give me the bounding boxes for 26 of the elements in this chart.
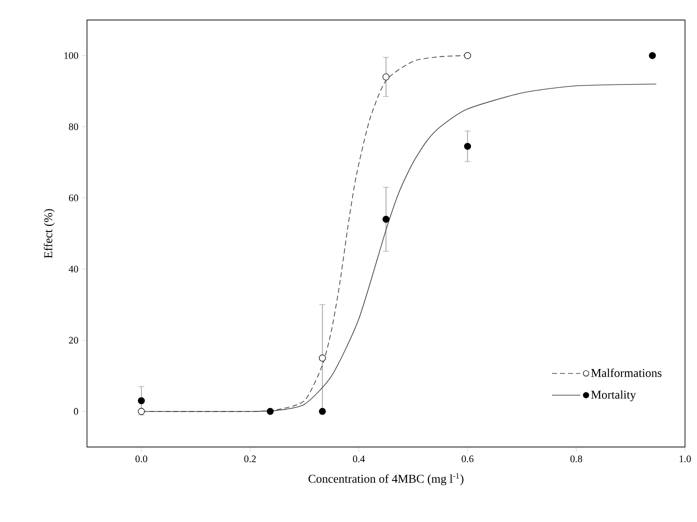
legend-label: Malformations (591, 368, 662, 377)
y-tick-label: 40 (68, 266, 78, 272)
x-tick-label: 0.4 (352, 456, 365, 462)
point (648, 52, 656, 60)
point (266, 408, 274, 415)
legend-label: Mortality (591, 390, 636, 402)
y-tick-label: 80 (68, 123, 78, 130)
y-tick-label: 20 (68, 336, 78, 344)
y-tick-label: 100 (64, 52, 78, 59)
y-axis-title: Effect (%) (44, 209, 55, 258)
point (382, 73, 390, 80)
y-tick-label: 60 (68, 194, 78, 202)
x-tick-label: 0.8 (570, 456, 582, 462)
point (464, 142, 472, 150)
x-tick-label: 0.2 (244, 456, 256, 462)
point (318, 408, 326, 415)
point (382, 216, 390, 223)
point (138, 408, 145, 415)
x-tick-label: 1.0 (680, 456, 691, 462)
point (318, 354, 326, 362)
x-tick-label: 0.0 (136, 456, 148, 462)
x-axis-title: Concentration of 4MBC (mg l$^{-1}$) (308, 473, 464, 486)
y-tick-label: 0 (74, 408, 78, 415)
point (464, 52, 472, 60)
point (138, 397, 145, 404)
x-tick-label: 0.6 (462, 456, 474, 462)
